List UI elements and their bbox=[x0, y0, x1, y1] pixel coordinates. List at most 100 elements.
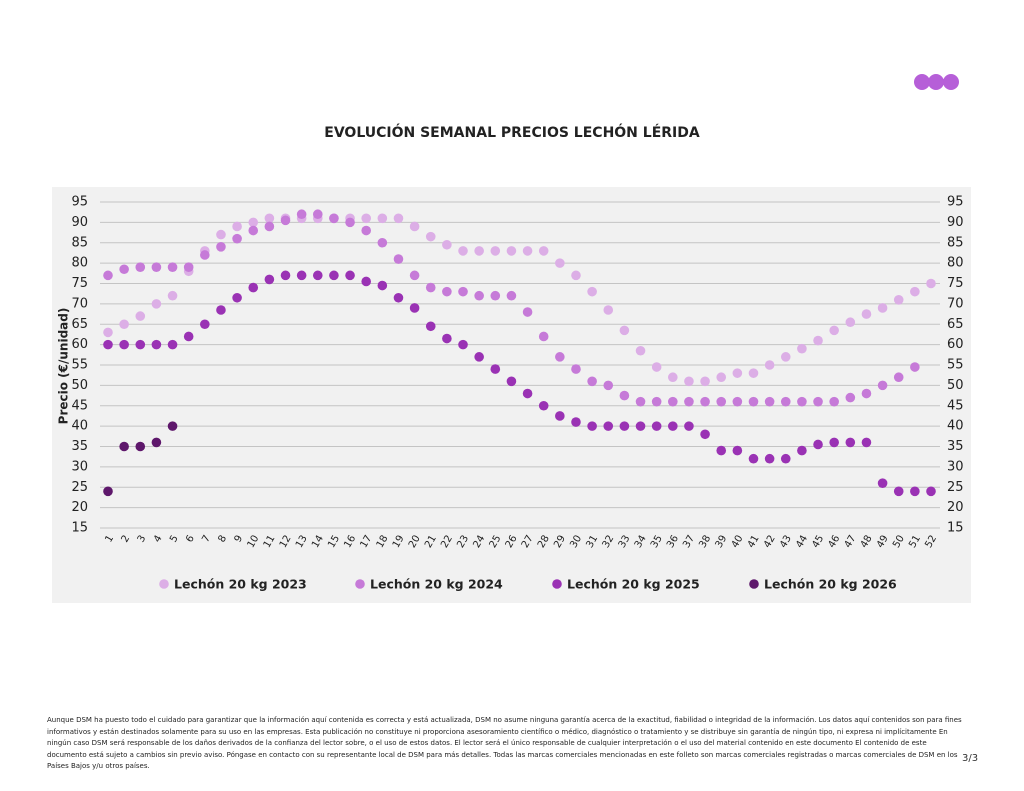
data-point bbox=[635, 421, 646, 431]
data-point bbox=[119, 319, 129, 330]
x-tick-label: 9 bbox=[233, 534, 246, 545]
y-axis-label: Precio (€/unidad) bbox=[57, 308, 71, 425]
data-point bbox=[651, 421, 662, 431]
data-point bbox=[571, 417, 581, 427]
y2-tick-label: 15 bbox=[947, 521, 964, 536]
data-point bbox=[571, 364, 581, 374]
data-point bbox=[764, 396, 775, 407]
data-point bbox=[280, 215, 291, 226]
data-point bbox=[845, 317, 856, 328]
data-point bbox=[555, 411, 565, 421]
data-point bbox=[619, 390, 630, 401]
data-point bbox=[151, 437, 162, 448]
data-point bbox=[377, 280, 388, 291]
x-tick-label: 8 bbox=[216, 534, 229, 545]
data-point bbox=[651, 362, 662, 372]
data-point bbox=[813, 396, 823, 407]
data-point bbox=[635, 345, 646, 356]
y2-tick-label: 30 bbox=[947, 459, 964, 474]
legend-marker bbox=[355, 579, 365, 589]
data-point bbox=[280, 270, 291, 281]
data-point bbox=[248, 282, 259, 293]
data-point bbox=[780, 352, 791, 362]
data-point bbox=[329, 213, 339, 224]
data-point bbox=[764, 453, 775, 464]
data-point bbox=[442, 286, 452, 297]
data-point bbox=[506, 376, 517, 387]
data-point bbox=[135, 339, 146, 350]
x-tick-label: 3 bbox=[136, 534, 149, 545]
data-point bbox=[522, 307, 533, 317]
data-point bbox=[183, 331, 194, 342]
y-tick-label: 40 bbox=[71, 419, 88, 434]
x-tick-label: 2 bbox=[120, 534, 133, 545]
data-point bbox=[393, 213, 404, 224]
data-point bbox=[135, 262, 146, 273]
data-point bbox=[248, 225, 259, 236]
data-point bbox=[183, 262, 194, 273]
data-point bbox=[167, 290, 178, 301]
data-point bbox=[200, 319, 210, 330]
data-point bbox=[910, 362, 920, 372]
data-point bbox=[458, 246, 468, 256]
data-point bbox=[555, 352, 565, 362]
data-point bbox=[668, 372, 678, 383]
data-point bbox=[425, 282, 436, 293]
y2-tick-label: 50 bbox=[947, 378, 964, 393]
data-point bbox=[732, 445, 743, 456]
data-point bbox=[103, 327, 113, 338]
legend-label: Lechón 20 kg 2023 bbox=[174, 577, 307, 592]
data-point bbox=[232, 221, 242, 232]
legend-label: Lechón 20 kg 2024 bbox=[370, 577, 503, 592]
y-tick-label: 25 bbox=[71, 480, 88, 495]
data-point bbox=[910, 286, 920, 297]
data-point bbox=[780, 453, 791, 464]
data-point bbox=[797, 445, 807, 456]
data-point bbox=[797, 343, 807, 354]
data-point bbox=[716, 372, 727, 383]
data-point bbox=[151, 299, 162, 309]
data-point bbox=[910, 486, 920, 497]
data-point bbox=[748, 368, 759, 378]
data-point bbox=[538, 331, 549, 342]
data-point bbox=[264, 274, 275, 285]
data-point bbox=[216, 242, 226, 252]
data-point bbox=[393, 254, 404, 264]
legend-marker bbox=[749, 579, 759, 589]
data-point bbox=[248, 217, 259, 228]
y2-tick-label: 75 bbox=[947, 276, 964, 291]
data-point bbox=[458, 286, 468, 297]
data-point bbox=[684, 376, 694, 387]
y-tick-label: 80 bbox=[71, 256, 88, 271]
data-point bbox=[538, 400, 549, 411]
data-point bbox=[764, 360, 775, 370]
data-point bbox=[345, 270, 355, 281]
y-tick-label: 20 bbox=[71, 500, 88, 515]
data-point bbox=[716, 396, 727, 407]
data-point bbox=[587, 421, 597, 431]
y-tick-label: 90 bbox=[71, 215, 88, 230]
y-tick-label: 35 bbox=[71, 439, 88, 454]
y2-tick-label: 55 bbox=[947, 358, 964, 373]
data-point bbox=[555, 258, 565, 268]
y2-tick-label: 90 bbox=[947, 215, 964, 230]
data-point bbox=[893, 372, 904, 383]
data-point bbox=[700, 429, 710, 440]
data-point bbox=[506, 290, 517, 301]
data-point bbox=[490, 290, 501, 301]
data-point bbox=[829, 396, 839, 407]
data-point bbox=[361, 225, 371, 236]
data-point bbox=[845, 437, 856, 448]
data-point bbox=[442, 239, 452, 250]
y2-tick-label: 95 bbox=[947, 195, 964, 210]
data-point bbox=[425, 321, 436, 332]
data-point bbox=[409, 221, 420, 232]
data-point bbox=[780, 396, 791, 407]
data-point bbox=[877, 380, 888, 391]
data-point bbox=[167, 339, 178, 350]
y2-tick-label: 25 bbox=[947, 480, 964, 495]
data-point bbox=[684, 396, 694, 407]
y-tick-label: 55 bbox=[71, 358, 88, 373]
data-point bbox=[200, 250, 210, 260]
data-point bbox=[603, 305, 614, 315]
